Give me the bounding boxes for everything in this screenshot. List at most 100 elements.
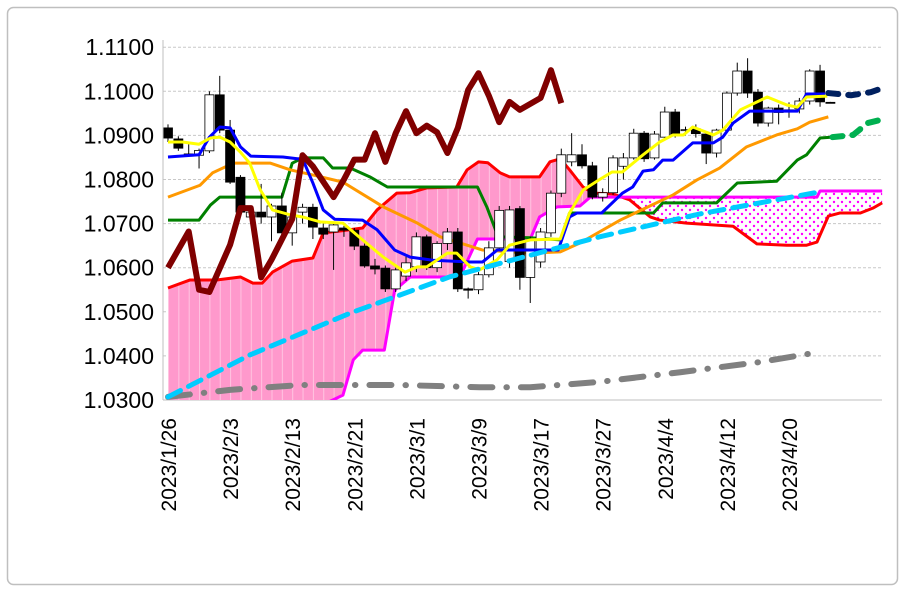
candle xyxy=(214,75,225,134)
candle xyxy=(628,128,639,160)
candle-body-up xyxy=(328,224,339,233)
candle xyxy=(390,267,401,292)
candle xyxy=(639,130,649,162)
x-tick-label: 2023/1/26 xyxy=(158,418,181,511)
candle-body-down xyxy=(276,205,287,234)
candle-body-up xyxy=(556,154,567,194)
candle xyxy=(463,287,474,299)
x-tick-label: 2023/4/4 xyxy=(655,418,678,500)
candle-body-down xyxy=(463,288,474,291)
candle-body-down xyxy=(225,129,236,183)
candle xyxy=(442,228,453,251)
candle-body-up xyxy=(442,231,453,244)
cloud-bearish xyxy=(592,190,883,246)
candle xyxy=(370,258,380,275)
candle-body-up xyxy=(535,231,546,263)
candle-body-down xyxy=(380,267,391,290)
candle xyxy=(515,205,525,290)
x-tick-label: 2023/4/20 xyxy=(779,418,802,511)
candle xyxy=(670,108,681,138)
candle-body-down xyxy=(639,132,649,160)
candle-body-down xyxy=(753,91,763,124)
x-tick-label: 2023/3/9 xyxy=(469,418,492,500)
candle-body-up xyxy=(659,111,670,138)
candle-body-up xyxy=(204,94,215,152)
cyan-dashed-series xyxy=(165,189,823,400)
candle-body-up xyxy=(597,192,608,198)
candle xyxy=(566,133,577,167)
candle-body-down xyxy=(370,265,380,270)
senkou-span-a-series xyxy=(167,157,883,290)
navy-dashed-forecast-series xyxy=(825,85,886,99)
candle-body-up xyxy=(608,157,618,194)
candle xyxy=(318,223,329,240)
candle-body-down xyxy=(359,245,370,267)
candle-body-down xyxy=(214,94,225,131)
candle-body-down xyxy=(307,206,318,228)
candle xyxy=(297,203,308,224)
candle-body-down xyxy=(825,101,836,104)
y-tick-label: 1.0900 xyxy=(84,122,154,148)
x-tick-label: 2023/3/17 xyxy=(531,418,554,511)
candle xyxy=(804,69,815,105)
x-tick-label: 2023/2/13 xyxy=(282,418,305,511)
candle-body-up xyxy=(618,157,629,167)
candle xyxy=(535,228,546,268)
candle xyxy=(659,106,670,140)
candle xyxy=(328,223,339,270)
candle-body-down xyxy=(318,227,329,235)
candle-body-down xyxy=(815,70,825,103)
candle-body-up xyxy=(763,107,774,124)
gray-dash-dot-series xyxy=(165,348,824,400)
candle-body-up xyxy=(297,206,308,213)
candle-body-up xyxy=(432,243,443,269)
y-tick-label: 1.0500 xyxy=(84,299,154,325)
candle xyxy=(753,89,763,127)
y-tick-label: 1.0400 xyxy=(84,343,154,369)
candle xyxy=(556,148,567,198)
candle-body-down xyxy=(173,138,184,149)
chikou-span-series xyxy=(165,67,565,295)
green-line-series xyxy=(168,135,833,242)
x-tick-label: 2023/2/21 xyxy=(344,418,367,511)
candle-body-down xyxy=(577,154,587,167)
y-tick-label: 1.0600 xyxy=(84,255,154,281)
candle-body-up xyxy=(566,154,577,163)
y-tick-label: 1.0700 xyxy=(84,211,154,237)
x-tick-label: 2023/3/1 xyxy=(406,418,429,500)
candle-body-up xyxy=(390,269,401,290)
candle-body-down xyxy=(742,70,753,94)
candle xyxy=(204,91,215,154)
candle xyxy=(732,62,743,96)
candle-body-down xyxy=(670,111,681,136)
cloud-bullish xyxy=(168,158,592,400)
candle-body-up xyxy=(473,274,484,291)
y-tick-label: 1.0300 xyxy=(84,387,154,413)
candle xyxy=(359,243,370,268)
candle xyxy=(494,205,505,251)
x-tick-label: 2023/3/27 xyxy=(593,418,616,511)
y-tick-label: 1.1000 xyxy=(84,78,154,104)
candle xyxy=(577,144,587,169)
candle xyxy=(618,153,629,180)
candle-body-up xyxy=(628,132,639,159)
y-tick-label: 1.1100 xyxy=(85,34,154,60)
x-tick-label: 2023/4/12 xyxy=(717,418,740,511)
cloud-fill-dotted xyxy=(592,190,883,246)
y-tick-label: 1.0800 xyxy=(84,167,154,193)
candle xyxy=(473,272,484,295)
candle xyxy=(742,58,753,98)
candle-body-down xyxy=(163,127,173,139)
candle-body-up xyxy=(494,209,505,249)
candle xyxy=(546,190,556,237)
candle-body-up xyxy=(804,70,815,102)
green-dashed-forecast-series xyxy=(829,116,884,141)
candle-body-up xyxy=(546,192,556,234)
candle xyxy=(815,64,825,107)
x-tick-label: 2023/2/3 xyxy=(220,418,243,500)
candle xyxy=(608,155,618,195)
candle xyxy=(380,265,391,292)
candle-body-up xyxy=(525,239,536,278)
candle-body-up xyxy=(411,236,422,268)
